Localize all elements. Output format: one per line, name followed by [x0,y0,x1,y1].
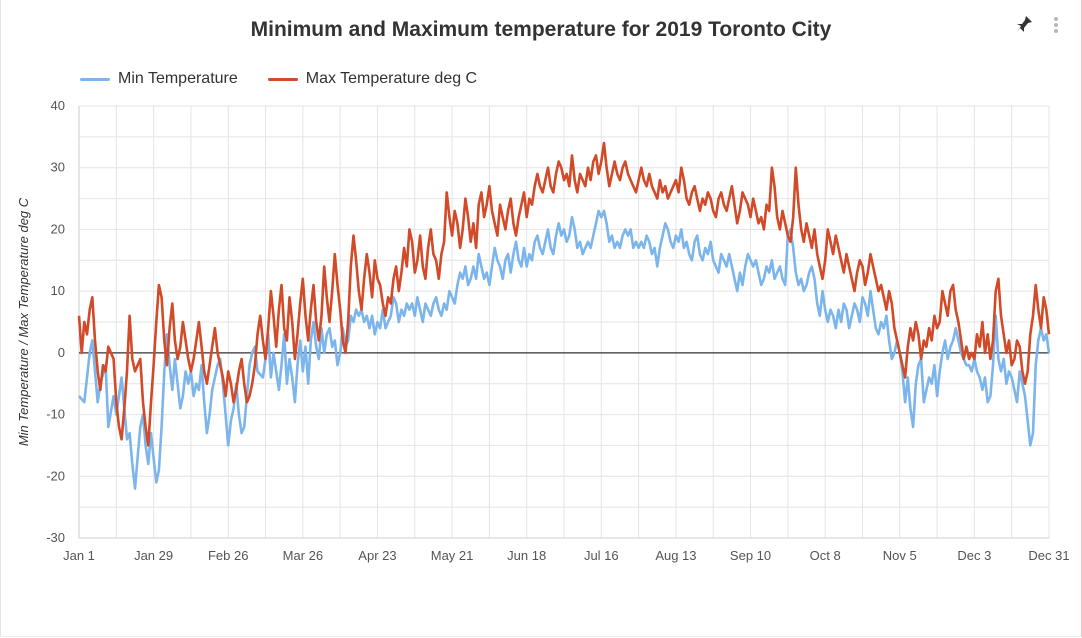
x-tick-label: Apr 23 [358,548,396,563]
legend-swatch-min-temperature [80,77,110,81]
chart-title: Minimum and Maximum temperature for 2019… [250,18,832,41]
x-tick-label: Mar 26 [283,548,323,563]
legend-item-max-temperature[interactable]: Max Temperature deg C [267,70,478,88]
series-lines [77,141,1051,490]
y-tick-label: -10 [46,407,65,422]
x-tick-label: Nov 5 [883,548,917,563]
y-tick-label: 10 [51,283,65,298]
series-line-max-temperature[interactable] [77,141,1051,447]
y-tick-label: 40 [51,98,65,113]
series-line-min-temperature[interactable] [78,209,1051,490]
chart-toolbar [1014,14,1060,36]
grid-lines [78,105,1050,539]
x-tick-label: Sep 10 [730,548,771,563]
kebab-menu-icon[interactable] [1054,15,1060,35]
y-tick-label: 30 [51,160,65,175]
x-axis-ticks: Jan 1 Jan 29 Feb 26 Mar 26 Apr 23 May 21 Jun 1… [63,548,1070,563]
pin-icon[interactable] [1014,14,1034,36]
x-tick-label: Oct 8 [810,548,841,563]
x-tick-label: Jan 1 [63,548,95,563]
x-tick-label: Jun 18 [507,548,546,563]
legend-swatch-max-temperature [267,77,298,81]
x-tick-label: Dec 3 [957,548,991,563]
x-tick-label: Dec 31 [1028,548,1069,563]
x-tick-label: Jan 29 [134,548,173,563]
x-tick-label: Aug 13 [655,548,696,563]
y-tick-label: 0 [58,345,65,360]
y-tick-label: -30 [46,530,65,545]
chart-legend: Min Temperature Max Temperature deg C [80,70,477,88]
y-axis-ticks: 40 30 20 10 0 -10 -20 -30 [46,98,65,545]
legend-label-min-temperature: Min Temperature [118,70,238,87]
x-tick-label: Jul 16 [584,548,619,563]
y-tick-label: 20 [51,221,65,236]
legend-label-max-temperature: Max Temperature deg C [305,70,478,87]
legend-item-min-temperature[interactable]: Min Temperature [80,70,238,88]
x-tick-label: Feb 26 [208,548,248,563]
y-axis-label: Min Temperature / Max Temperature deg C [16,197,31,446]
y-tick-label: -20 [46,468,65,483]
x-tick-label: May 21 [431,548,474,563]
